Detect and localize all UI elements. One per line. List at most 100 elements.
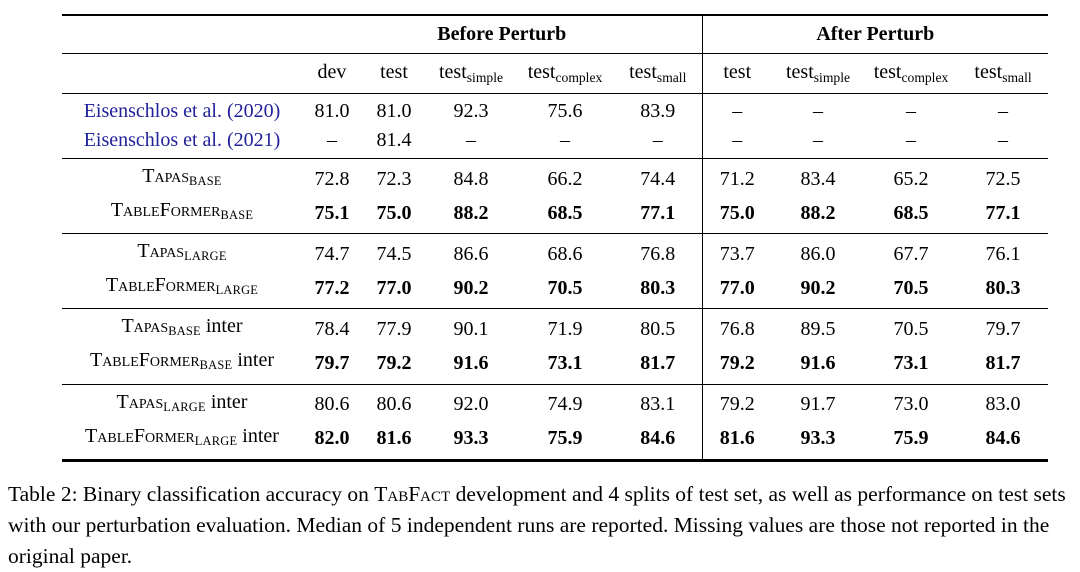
cell-value: 66.2 xyxy=(547,167,583,190)
cell-value: – xyxy=(998,129,1009,151)
model-label: TableFormerBASE xyxy=(110,199,254,223)
cell-value: 71.2 xyxy=(719,167,755,190)
cell-value: 88.2 xyxy=(453,201,489,224)
model-label: TableFormerLARGE xyxy=(105,274,259,298)
col-header-test-small-after: testsmall xyxy=(958,53,1049,94)
cell-value: 84.8 xyxy=(453,167,489,190)
col-header-test-complex-after: testcomplex xyxy=(864,53,958,94)
cell-value: 77.0 xyxy=(719,276,755,299)
cell-value: 81.4 xyxy=(376,129,412,151)
cell-value: 73.0 xyxy=(893,393,929,416)
cell-value: 81.6 xyxy=(376,427,412,450)
group-header-before: Before Perturb xyxy=(302,15,703,54)
cell-value: 75.1 xyxy=(314,201,350,224)
cell-value: 93.3 xyxy=(453,427,489,450)
cell-value: 93.3 xyxy=(800,427,836,450)
citation-link[interactable]: Eisenschlos et al. (2020) xyxy=(83,100,281,122)
cell-value: 90.2 xyxy=(453,276,489,299)
cell-value: 77.2 xyxy=(314,276,350,299)
cell-value: 80.5 xyxy=(614,308,703,347)
model-label: TapasBASE xyxy=(142,165,222,189)
cell-value: 75.9 xyxy=(547,427,583,450)
cell-value: 80.6 xyxy=(314,393,350,416)
cell-value: 82.0 xyxy=(314,427,350,450)
col-header-test-small: testsmall xyxy=(614,53,703,94)
cell-value: 81.7 xyxy=(614,346,703,385)
cell-value: – xyxy=(813,100,823,122)
cell-value: 72.3 xyxy=(376,167,412,190)
table-row: TableFormerLARGE 77.2 77.0 90.2 70.5 80.… xyxy=(62,271,1048,309)
cell-value: 80.3 xyxy=(614,271,703,309)
cell-value: 83.1 xyxy=(614,384,703,422)
cell-value: 79.2 xyxy=(376,352,412,375)
cell-value: 81.6 xyxy=(719,427,755,450)
col-header-test-simple-after: testsimple xyxy=(772,53,864,94)
cell-value: 86.0 xyxy=(800,242,836,265)
group-header-row: Before Perturb After Perturb xyxy=(62,15,1049,54)
cell-value: 80.6 xyxy=(376,393,412,416)
cell-value: 74.9 xyxy=(547,393,583,416)
cell-value: 84.6 xyxy=(985,427,1021,450)
results-table: Before Perturb After Perturb dev test te… xyxy=(62,14,1049,462)
cell-value: 90.2 xyxy=(800,276,836,299)
cell-value: 76.8 xyxy=(614,233,703,272)
cell-value: 76.1 xyxy=(985,242,1021,265)
table-caption: Table 2: Binary classification accuracy … xyxy=(8,479,1072,572)
cell-value: – xyxy=(327,129,337,151)
cell-value: 79.2 xyxy=(719,393,755,416)
table-row: TableFormerBASE 75.1 75.0 88.2 68.5 77.1… xyxy=(62,196,1048,234)
cell-value: 71.9 xyxy=(547,317,583,340)
cell-value: 70.5 xyxy=(547,276,583,299)
cell-value: 74.7 xyxy=(314,242,350,265)
cell-value: 80.3 xyxy=(985,276,1021,299)
cell-value: 74.4 xyxy=(614,158,703,197)
cell-value: 77.1 xyxy=(614,196,703,234)
cell-value: 77.9 xyxy=(376,317,412,340)
cell-value: 91.6 xyxy=(800,352,836,375)
cell-value: – xyxy=(906,129,916,151)
cell-value: 70.5 xyxy=(893,276,929,299)
cell-value: 72.8 xyxy=(314,167,350,190)
cell-value: 70.5 xyxy=(893,317,929,340)
table-row: Eisenschlos et al. (2021) – 81.4 – – – –… xyxy=(62,126,1048,159)
cell-value: 75.0 xyxy=(376,201,412,224)
table-row: TapasBASE inter 78.4 77.9 90.1 71.9 80.5… xyxy=(62,308,1048,347)
cell-value: 68.6 xyxy=(547,242,583,265)
cell-value: 81.7 xyxy=(985,352,1021,375)
cell-value: 88.2 xyxy=(800,201,836,224)
cell-value: 73.1 xyxy=(547,352,583,375)
cell-value: 91.7 xyxy=(800,393,836,416)
cell-value: – xyxy=(813,129,823,151)
cell-value: 65.2 xyxy=(893,167,929,190)
cell-value: 75.6 xyxy=(547,100,583,122)
cell-value: – xyxy=(998,100,1009,122)
col-header-test-after: test xyxy=(702,53,772,94)
cell-value: 77.1 xyxy=(985,201,1021,224)
col-header-dev: dev xyxy=(302,53,362,94)
cell-value: 68.5 xyxy=(893,201,929,224)
cell-value: 84.6 xyxy=(614,421,703,461)
cell-value: 72.5 xyxy=(985,167,1021,190)
citation-link[interactable]: Eisenschlos et al. (2021) xyxy=(83,129,281,151)
model-label: TableFormerLARGE inter xyxy=(85,424,279,448)
cell-value: 77.0 xyxy=(376,276,412,299)
group-citations: Eisenschlos et al. (2020) 81.0 81.0 92.3… xyxy=(62,93,1049,159)
cell-value: 75.9 xyxy=(893,427,929,450)
cell-value: 73.7 xyxy=(719,242,755,265)
column-header-row: dev test testsimple testcomplex testsmal… xyxy=(62,53,1049,94)
cell-value: 83.9 xyxy=(614,93,703,126)
table-row: TableFormerBASE inter 79.7 79.2 91.6 73.… xyxy=(62,346,1048,385)
cell-value: 83.0 xyxy=(985,393,1021,416)
col-header-test: test xyxy=(362,53,426,94)
cell-value: 81.0 xyxy=(376,100,412,122)
corner-cell xyxy=(62,15,302,54)
model-label: TapasBASE inter xyxy=(121,315,243,339)
cell-value: 90.1 xyxy=(453,317,489,340)
cell-value: 79.7 xyxy=(314,352,350,375)
table-row: TapasBASE 72.8 72.3 84.8 66.2 74.4 71.2 … xyxy=(62,158,1048,197)
cell-value: 74.5 xyxy=(376,242,412,265)
table-row: TableFormerLARGE inter 82.0 81.6 93.3 75… xyxy=(62,421,1048,461)
cell-value: 89.5 xyxy=(800,317,836,340)
cell-value: – xyxy=(732,129,743,151)
